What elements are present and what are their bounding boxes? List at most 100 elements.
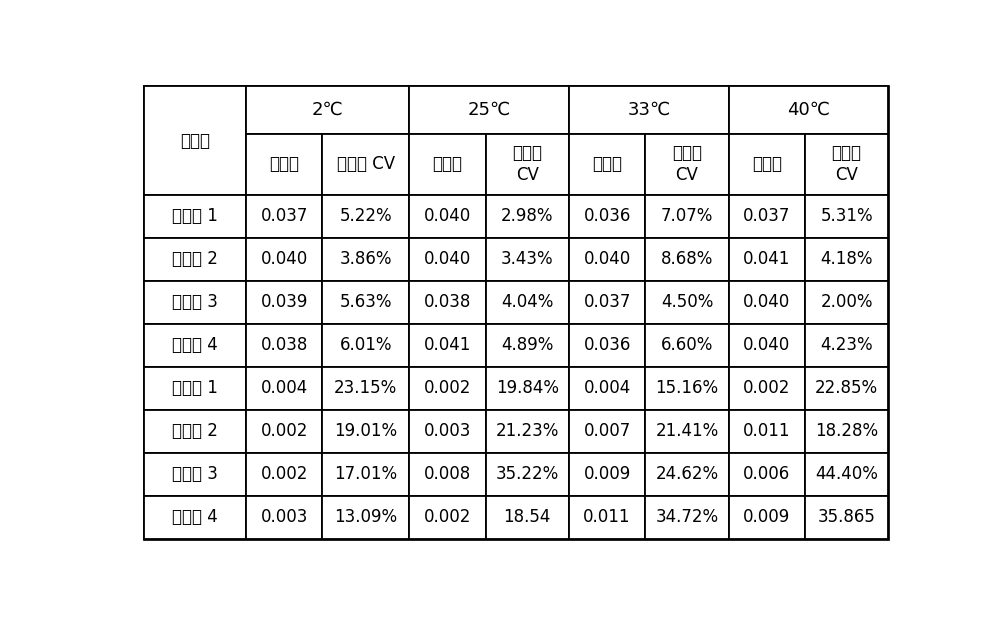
Text: 0.040: 0.040	[260, 251, 308, 269]
Text: 4.23%: 4.23%	[820, 336, 873, 355]
Bar	[246, 86, 409, 134]
Text: 0.040: 0.040	[424, 251, 471, 269]
Bar	[569, 496, 645, 539]
Text: 5.31%: 5.31%	[820, 207, 873, 225]
Bar	[322, 195, 409, 238]
Bar	[805, 134, 888, 195]
Text: 2.98%: 2.98%	[501, 207, 554, 225]
Bar	[805, 281, 888, 324]
Text: 4.89%: 4.89%	[501, 336, 553, 355]
Bar	[144, 453, 246, 496]
Bar	[805, 453, 888, 496]
Bar	[246, 238, 322, 281]
Text: 0.036: 0.036	[583, 336, 631, 355]
Bar	[645, 324, 729, 367]
Bar	[322, 410, 409, 453]
Text: 0.041: 0.041	[424, 336, 471, 355]
Bar	[486, 134, 569, 195]
Bar	[645, 238, 729, 281]
Bar	[322, 453, 409, 496]
Text: 35.865: 35.865	[818, 508, 876, 527]
Bar	[729, 367, 805, 410]
Text: 21.41%: 21.41%	[655, 422, 719, 441]
Bar	[645, 367, 729, 410]
Bar	[486, 324, 569, 367]
Bar	[486, 410, 569, 453]
Text: 0.002: 0.002	[260, 465, 308, 483]
Bar	[569, 410, 645, 453]
Text: 对比例 1: 对比例 1	[172, 379, 218, 397]
Text: 4.04%: 4.04%	[501, 293, 553, 311]
Bar	[569, 86, 729, 134]
Text: 19.84%: 19.84%	[496, 379, 559, 397]
Text: 重复性
CV: 重复性 CV	[512, 144, 542, 184]
Bar	[246, 281, 322, 324]
Bar	[409, 238, 486, 281]
Text: 0.038: 0.038	[260, 336, 308, 355]
Text: 0.037: 0.037	[583, 293, 631, 311]
Text: 3.43%: 3.43%	[501, 251, 554, 269]
Text: 0.011: 0.011	[743, 422, 791, 441]
Text: 重复性
CV: 重复性 CV	[672, 144, 702, 184]
Bar	[246, 410, 322, 453]
Bar	[144, 281, 246, 324]
Text: 24.62%: 24.62%	[655, 465, 719, 483]
Bar	[645, 134, 729, 195]
Bar	[805, 324, 888, 367]
Text: 0.003: 0.003	[424, 422, 471, 441]
Bar	[409, 281, 486, 324]
Text: 0.038: 0.038	[424, 293, 471, 311]
Bar	[144, 86, 246, 195]
Text: 15.16%: 15.16%	[655, 379, 719, 397]
Bar	[246, 496, 322, 539]
Bar	[409, 324, 486, 367]
Text: 6.01%: 6.01%	[340, 336, 392, 355]
Text: 实施例 3: 实施例 3	[172, 293, 218, 311]
Text: 33℃: 33℃	[627, 101, 670, 119]
Text: 40℃: 40℃	[787, 101, 830, 119]
Bar	[645, 453, 729, 496]
Bar	[805, 367, 888, 410]
Text: 4.50%: 4.50%	[661, 293, 713, 311]
Bar	[409, 453, 486, 496]
Text: 0.040: 0.040	[743, 293, 790, 311]
Bar	[805, 410, 888, 453]
Text: 重复性
CV: 重复性 CV	[832, 144, 862, 184]
Bar	[144, 496, 246, 539]
Text: 0.041: 0.041	[743, 251, 790, 269]
Text: 对比例 3: 对比例 3	[172, 465, 218, 483]
Text: 0.036: 0.036	[583, 207, 631, 225]
Bar	[246, 324, 322, 367]
Text: 5.63%: 5.63%	[340, 293, 392, 311]
Text: 0.037: 0.037	[743, 207, 790, 225]
Text: 平均值: 平均值	[432, 155, 462, 173]
Bar	[322, 134, 409, 195]
Text: 实施例 4: 实施例 4	[172, 336, 218, 355]
Bar	[805, 496, 888, 539]
Bar	[805, 238, 888, 281]
Text: 0.040: 0.040	[583, 251, 631, 269]
Text: 实施例 2: 实施例 2	[172, 251, 218, 269]
Text: 0.006: 0.006	[743, 465, 790, 483]
Bar	[322, 281, 409, 324]
Bar	[409, 86, 569, 134]
Text: 重复性 CV: 重复性 CV	[337, 155, 395, 173]
Bar	[486, 496, 569, 539]
Text: 实施例 1: 实施例 1	[172, 207, 218, 225]
Text: 0.040: 0.040	[424, 207, 471, 225]
Text: 0.040: 0.040	[743, 336, 790, 355]
Text: 0.007: 0.007	[583, 422, 631, 441]
Text: 平均值: 平均值	[269, 155, 299, 173]
Bar	[144, 324, 246, 367]
Bar	[144, 367, 246, 410]
Bar	[569, 324, 645, 367]
Text: 平均值: 平均值	[752, 155, 782, 173]
Text: 0.003: 0.003	[260, 508, 308, 527]
Bar	[569, 238, 645, 281]
Bar	[144, 195, 246, 238]
Text: 0.002: 0.002	[424, 379, 471, 397]
Bar	[144, 410, 246, 453]
Bar	[409, 195, 486, 238]
Bar	[486, 281, 569, 324]
Bar	[409, 496, 486, 539]
